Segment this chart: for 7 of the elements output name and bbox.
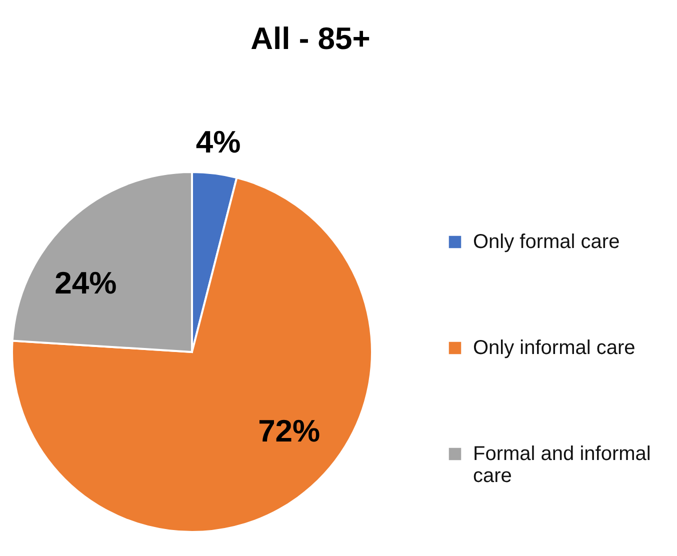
- data-label: 24%: [54, 265, 117, 300]
- legend-label: Formal and informal care: [473, 443, 651, 487]
- legend-label: Only informal care: [473, 337, 636, 359]
- legend-label: Only formal care: [473, 231, 620, 253]
- data-label: 72%: [258, 413, 320, 448]
- chart-title: All - 85+: [250, 21, 370, 56]
- data-label: 4%: [196, 124, 241, 160]
